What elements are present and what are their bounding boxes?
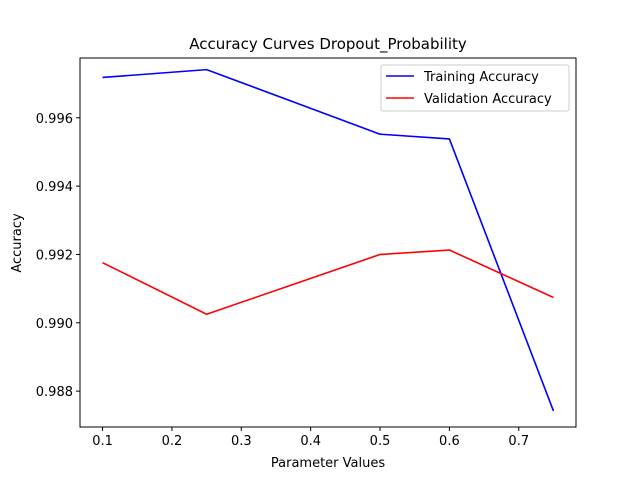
chart-title: Accuracy Curves Dropout_Probability	[189, 35, 467, 54]
x-tick-label: 0.3	[231, 434, 252, 449]
legend: Training Accuracy Validation Accuracy	[380, 64, 570, 112]
y-tick-label: 0.994	[36, 180, 73, 195]
x-tick-label: 0.2	[162, 434, 183, 449]
y-tick-label: 0.988	[36, 385, 73, 400]
x-tick-label: 0.6	[439, 434, 460, 449]
x-tick-label: 0.5	[370, 434, 391, 449]
x-tick-label: 0.1	[92, 434, 113, 449]
series-line-1	[102, 249, 554, 316]
plot-area: 0.1 0.2 0.3 0.4 0.5 0.6 0.7 0.988 0.990 0.992 0.99…	[36, 57, 577, 449]
legend-label-0: Training Accuracy	[423, 70, 539, 85]
series-line-0	[102, 68, 555, 412]
x-axis-label: Parameter Values	[271, 456, 385, 471]
y-tick-label: 0.996	[36, 112, 73, 127]
y-tick-label: 0.992	[36, 248, 73, 263]
x-tick-label: 0.7	[508, 434, 529, 449]
legend-label-1: Validation Accuracy	[424, 92, 552, 107]
y-tick-label: 0.990	[36, 317, 73, 332]
legend-box	[380, 64, 570, 112]
axes-frame	[79, 57, 577, 428]
x-tick-label: 0.4	[300, 434, 321, 449]
y-axis-label: Accuracy	[10, 213, 25, 273]
